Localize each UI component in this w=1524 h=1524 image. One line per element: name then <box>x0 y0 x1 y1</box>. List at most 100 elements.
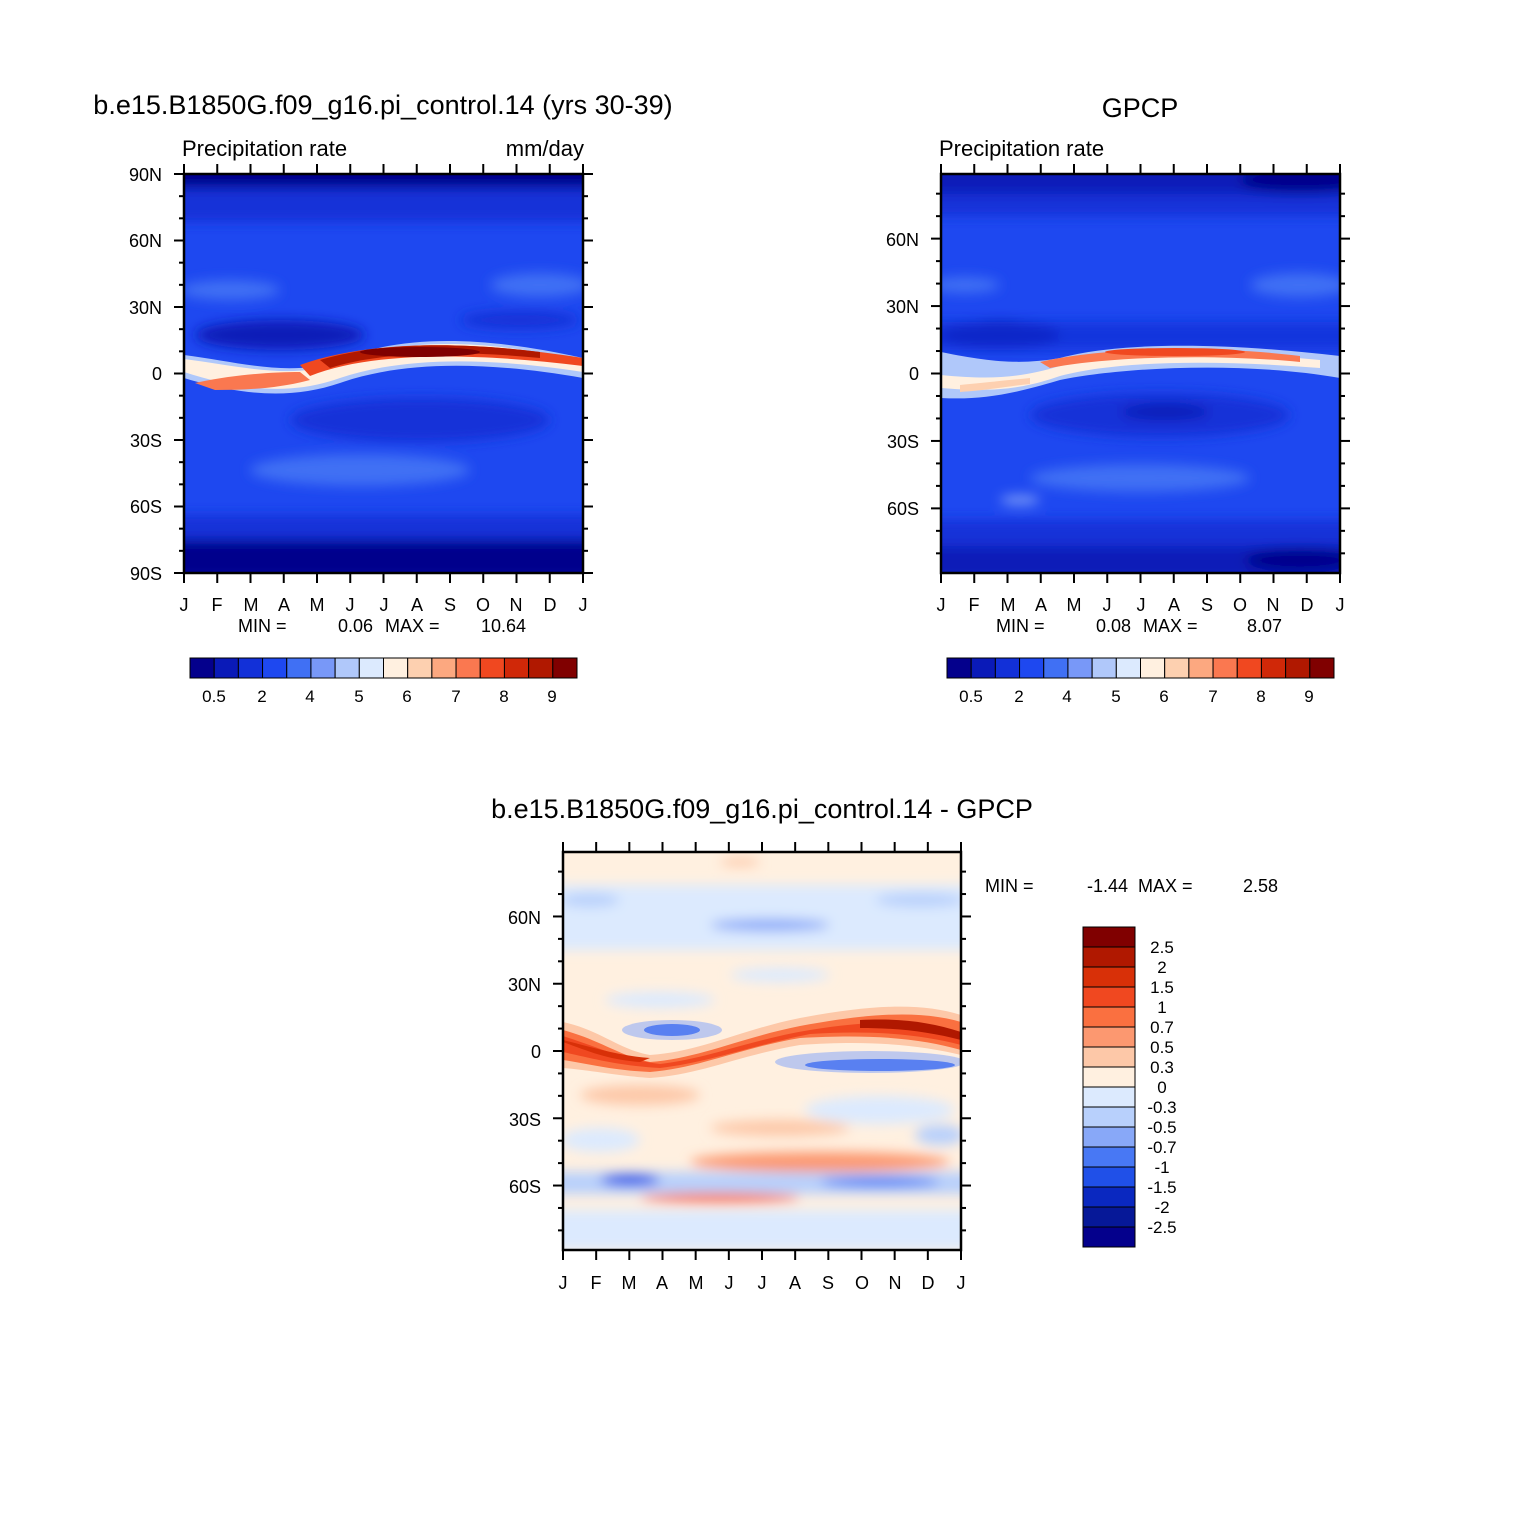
panel2-colorbar-labels: 0.5 2 4 5 6 7 8 9 <box>959 687 1314 706</box>
panel1-field <box>184 174 583 573</box>
panel2-north-band <box>941 194 1340 216</box>
colorbar-label: 0.5 <box>1150 1038 1174 1057</box>
panel1-x-labels: J F M A M J J A S O N D J <box>180 595 588 615</box>
colorbar-swatch <box>455 657 481 679</box>
panel1-right-label: mm/day <box>506 136 584 161</box>
panel3-itcz <box>563 1006 961 1078</box>
colorbar-swatch <box>1260 657 1287 679</box>
colorbar-swatch <box>189 657 215 679</box>
panel-difference: b.e15.B1850G.f09_g16.pi_control.14 - GPC… <box>491 794 1278 1293</box>
y-tick-label: 60N <box>129 231 162 251</box>
panel2-south-high-band <box>941 520 1340 546</box>
x-tick-label: J <box>725 1273 734 1293</box>
y-tick-label: 0 <box>152 364 162 384</box>
x-tick-label: J <box>758 1273 767 1293</box>
panel3-southern-ocean-pos <box>640 1193 800 1203</box>
x-tick-label: O <box>1233 595 1247 615</box>
panel2-arctic-core <box>1240 174 1340 194</box>
panel3-north-pos <box>720 858 760 866</box>
panel3-ticks <box>553 842 971 1260</box>
panel2-antarctic-core <box>1245 548 1340 572</box>
colorbar-label: 5 <box>1111 687 1120 706</box>
panel3-antarctic-neg <box>563 1210 961 1250</box>
colorbar-swatch <box>237 657 264 679</box>
panel1-title: b.e15.B1850G.f09_g16.pi_control.14 (yrs … <box>93 90 672 120</box>
colorbar-swatch <box>1082 926 1136 948</box>
max-label: MAX = <box>1138 876 1193 896</box>
panel3-southern-ocean-neg-core <box>600 1174 660 1186</box>
panel2-south-light <box>1030 464 1250 492</box>
x-tick-label: J <box>380 595 389 615</box>
colorbar-swatch <box>1309 657 1335 679</box>
colorbar-label: 2 <box>1014 687 1023 706</box>
y-tick-label: 0 <box>531 1042 541 1062</box>
colorbar-swatch <box>1082 986 1136 1008</box>
colorbar-label: 0 <box>1157 1078 1166 1097</box>
x-tick-label: A <box>656 1273 668 1293</box>
panel2-midlat-light-2 <box>1250 273 1340 297</box>
y-tick-label: 30S <box>509 1110 541 1130</box>
colorbar-swatch <box>286 657 312 679</box>
max-label: MAX = <box>1143 616 1198 636</box>
panel3-field <box>563 852 961 1250</box>
colorbar-swatch <box>1236 657 1262 679</box>
colorbar-swatch <box>1067 657 1093 679</box>
x-tick-label: J <box>579 595 588 615</box>
x-tick-label: F <box>969 595 980 615</box>
colorbar-swatch <box>1140 657 1166 679</box>
colorbar-swatch <box>262 657 288 679</box>
colorbar-swatch <box>1019 657 1045 679</box>
panel2-left-label: Precipitation rate <box>939 136 1104 161</box>
min-value: 0.08 <box>1096 616 1131 636</box>
colorbar-swatch <box>1082 1206 1136 1228</box>
colorbar-swatch <box>358 657 384 679</box>
colorbar-label: 0.3 <box>1150 1058 1174 1077</box>
colorbar-swatch <box>1082 1186 1136 1208</box>
colorbar-swatch <box>970 657 996 679</box>
colorbar-swatch <box>1188 657 1214 679</box>
panel1-left-label: Precipitation rate <box>182 136 347 161</box>
panel3-y-labels: 60N 30N 0 30S 60S <box>508 908 541 1197</box>
colorbar-swatch <box>1082 1066 1136 1088</box>
colorbar-label: 6 <box>1159 687 1168 706</box>
x-tick-label: A <box>278 595 290 615</box>
panel2-subtropic-band <box>941 322 1340 350</box>
panel1-midlat-light <box>184 280 280 300</box>
y-tick-label: 60S <box>509 1177 541 1197</box>
y-tick-label: 30N <box>129 298 162 318</box>
panel3-southern-ocean-neg-2 <box>820 1177 940 1187</box>
colorbar-swatch <box>383 657 409 679</box>
panel3-south-neg-2 <box>563 1128 640 1152</box>
panel1-south-light <box>250 454 470 486</box>
colorbar-label: 2 <box>257 687 266 706</box>
x-tick-label: J <box>937 595 946 615</box>
colorbar-swatch <box>1091 657 1117 679</box>
colorbar-swatch <box>1043 657 1069 679</box>
panel1-colorbar-labels: 0.5 2 4 5 6 7 8 9 <box>202 687 557 706</box>
colorbar-label: 2 <box>1157 958 1166 977</box>
colorbar-label: -2 <box>1154 1198 1169 1217</box>
panel-gpcp: GPCP Precipitation rate <box>886 93 1350 706</box>
min-label: MIN = <box>996 616 1045 636</box>
colorbar-swatch <box>552 657 578 679</box>
colorbar-label: 5 <box>354 687 363 706</box>
colorbar-label: 9 <box>1304 687 1313 706</box>
colorbar-swatch <box>1082 1226 1136 1248</box>
x-tick-label: J <box>346 595 355 615</box>
panel3-minmax: MIN = -1.44 MAX = 2.58 <box>985 876 1278 896</box>
x-tick-label: M <box>1067 595 1082 615</box>
y-tick-label: 30N <box>886 297 919 317</box>
y-tick-label: 30N <box>508 975 541 995</box>
x-tick-label: M <box>622 1273 637 1293</box>
panel3-x-labels: J F M A M J J A S O N D J <box>559 1273 966 1293</box>
panel1-minmax: MIN = 0.06 MAX = 10.64 <box>238 616 526 636</box>
x-tick-label: M <box>244 595 259 615</box>
x-tick-label: O <box>855 1273 869 1293</box>
panel2-title: GPCP <box>1102 93 1179 123</box>
panel2-south-dry-core <box>1120 404 1210 420</box>
colorbar-swatch <box>1082 1146 1136 1168</box>
x-tick-label: S <box>444 595 456 615</box>
panel2-ticks <box>931 164 1350 583</box>
x-tick-label: J <box>559 1273 568 1293</box>
panel-model: b.e15.B1850G.f09_g16.pi_control.14 (yrs … <box>93 90 672 706</box>
